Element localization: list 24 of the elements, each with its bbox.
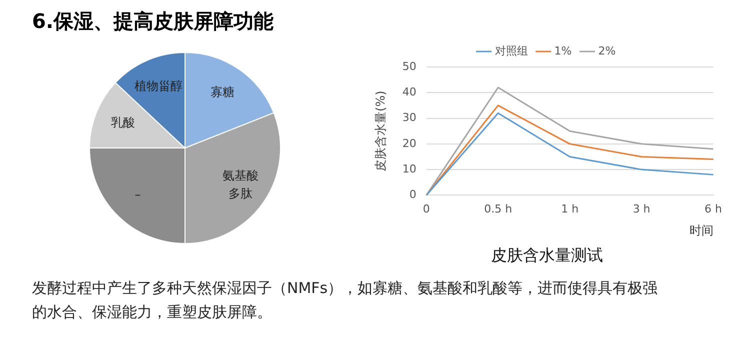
y-tick-label: 20 (402, 136, 416, 150)
y-tick-label: 0 (409, 188, 416, 202)
slice-label: 氨基酸多肽 (222, 168, 258, 201)
y-tick-label: 10 (402, 162, 416, 176)
text: 皮肤含水量测试 (491, 246, 603, 265)
x-tick-label: 1 h (561, 202, 579, 216)
y-tick-label: 30 (402, 111, 416, 124)
slice-label: 乳酸 (110, 116, 135, 130)
slice-label: 植物甾醇 (134, 78, 182, 93)
y-tick-label: 40 (402, 86, 416, 98)
x-tick-label: 6 h (704, 202, 722, 216)
legend-label: 对照组 (494, 44, 528, 58)
slice-label: 寡糖 (210, 84, 235, 99)
x-axis-title: 时间 (689, 224, 714, 238)
y-axis-title: 皮肤含水量(%) (373, 90, 388, 172)
x-tick-label: 0 (422, 202, 430, 216)
x-tick-label: 3 h (632, 202, 650, 216)
legend-label: 2% (598, 44, 616, 58)
chart-title: 6.保湿、提高皮肤屏障功能 (32, 8, 274, 35)
x-tick-label: 0.5 h (484, 202, 512, 216)
slice-label: – (134, 187, 141, 202)
legend-label: 1% (554, 44, 572, 58)
y-tick-label: 50 (402, 60, 416, 73)
text: 发酵过程中产生了多种天然保湿因子（NMFs），如寡糖、氨基酸和乳酸等，进而使得具有极强的水合、保湿能力，重塑皮肤屏障。 (32, 278, 659, 323)
